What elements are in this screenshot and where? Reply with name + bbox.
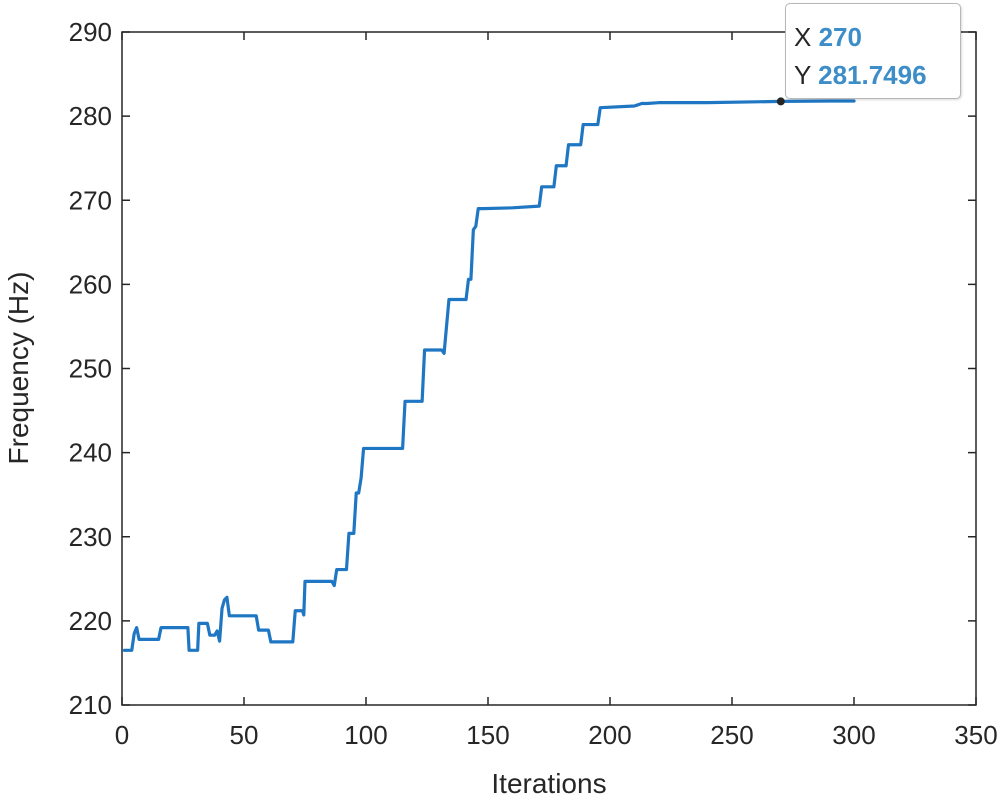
datatip-x-label: X bbox=[794, 22, 812, 52]
y-axis-label: Frequency (Hz) bbox=[3, 272, 34, 465]
x-tick-label: 50 bbox=[230, 720, 259, 750]
y-tick-label: 240 bbox=[69, 438, 112, 468]
datatip-y-label: Y bbox=[794, 60, 811, 90]
datatip-y-row: Y 281.7496 bbox=[794, 56, 960, 94]
x-tick-labels: 0 50 100 150 200 250 300 350 bbox=[115, 720, 998, 750]
plot-area bbox=[121, 31, 977, 706]
x-tick-label: 350 bbox=[954, 720, 997, 750]
x-tick-label: 200 bbox=[588, 720, 631, 750]
datatip-x-row: X 270 bbox=[794, 18, 960, 56]
x-tick-label: 250 bbox=[710, 720, 753, 750]
datatip-x-value: 270 bbox=[818, 22, 862, 52]
x-tick-label: 100 bbox=[344, 720, 387, 750]
y-tick-labels: 210 220 230 240 250 260 270 280 290 bbox=[69, 17, 112, 720]
x-axis-label: Iterations bbox=[491, 768, 606, 799]
y-tick-label: 210 bbox=[69, 690, 112, 720]
y-tick-label: 250 bbox=[69, 354, 112, 384]
y-tick-label: 220 bbox=[69, 606, 112, 636]
y-tick-label: 270 bbox=[69, 185, 112, 215]
x-tick-label: 0 bbox=[115, 720, 129, 750]
datatip-y-value: 281.7496 bbox=[818, 60, 927, 90]
y-tick-label: 290 bbox=[69, 17, 112, 47]
datatip-box[interactable]: X 270 Y 281.7496 bbox=[785, 3, 961, 99]
y-tick-label: 260 bbox=[69, 269, 112, 299]
x-tick-label: 300 bbox=[832, 720, 875, 750]
x-tick-label: 150 bbox=[466, 720, 509, 750]
y-tick-label: 280 bbox=[69, 101, 112, 131]
datatip-marker[interactable] bbox=[776, 97, 785, 106]
y-tick-label: 230 bbox=[69, 522, 112, 552]
frequency-series-line bbox=[122, 99, 856, 652]
